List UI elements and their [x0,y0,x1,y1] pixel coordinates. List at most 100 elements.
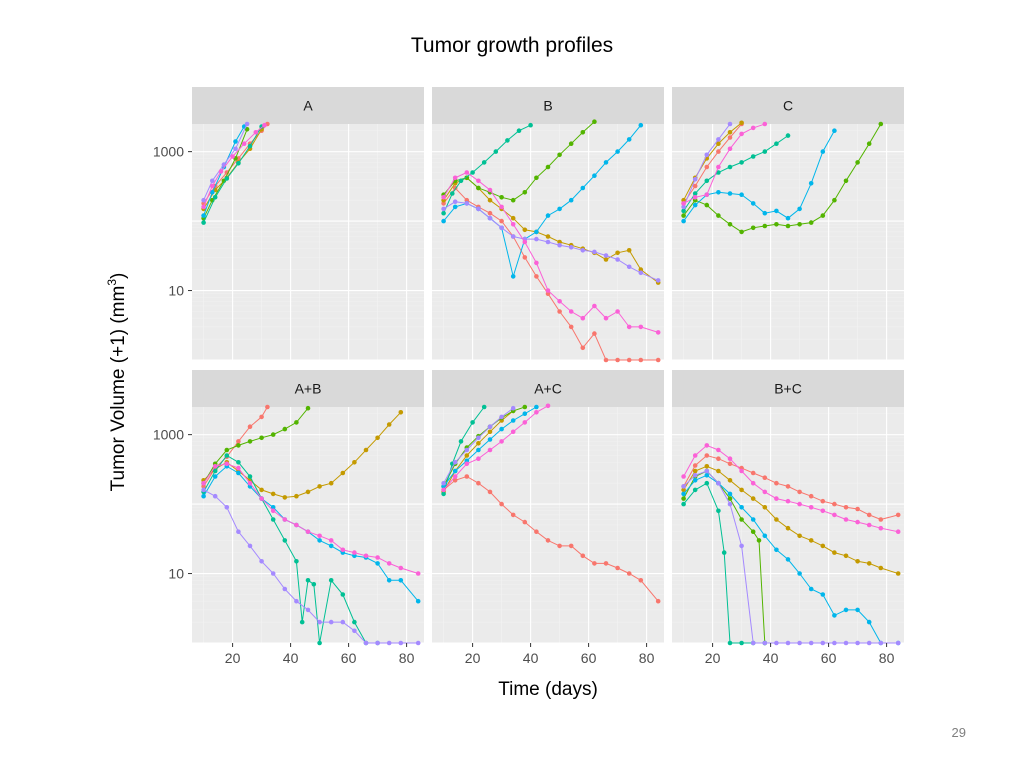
y-axis-title-superscript: 3 [105,279,119,286]
data-point [522,190,528,195]
data-point [797,501,802,507]
data-point [820,543,826,549]
data-point [487,187,493,193]
x-tick-label: 60 [341,650,357,666]
data-point [510,429,516,435]
data-point [534,410,539,415]
facet-strip [672,87,904,124]
data-point [681,484,686,489]
data-point [487,197,493,203]
y-tick-label: 10 [168,283,184,299]
data-point [317,484,322,489]
data-point [452,460,458,465]
data-point [294,493,299,499]
data-point [328,538,334,543]
data-point [270,491,276,497]
facet-strip-label: A [303,98,313,114]
data-point [762,640,768,646]
data-point [317,533,322,539]
data-point [603,561,609,566]
data-point [681,487,686,493]
data-point [615,565,620,571]
data-point [727,461,733,467]
data-point [305,489,311,495]
data-point [832,501,837,507]
data-point [363,447,369,453]
data-point [476,185,481,191]
data-point [522,255,528,260]
data-point [785,498,791,504]
data-point [259,487,264,493]
data-point [580,130,586,135]
data-point [615,309,620,314]
data-point [750,517,756,522]
data-point [820,640,826,646]
series-line [683,123,882,233]
data-point [441,491,446,497]
data-point [716,456,721,462]
x-tick-label: 40 [283,650,299,666]
data-point [739,543,744,549]
data-point [458,439,464,444]
data-point [855,607,860,613]
data-point [692,177,698,182]
data-point [528,122,533,128]
data-point [352,619,357,625]
data-point [499,195,504,200]
data-point [866,619,872,625]
data-point [522,404,528,410]
data-point [716,149,721,154]
data-point [487,210,493,216]
data-point [704,473,710,478]
data-point [259,496,264,501]
data-point [808,505,814,510]
data-point [721,550,727,555]
data-point [328,543,334,549]
data-point [785,215,791,221]
data-point [866,141,872,146]
data-point [832,512,837,518]
data-point [499,218,504,224]
data-point [270,508,276,514]
data-point [499,501,504,507]
data-point [499,225,504,231]
data-point [557,309,562,314]
data-point [236,470,241,476]
facet-a-plus-b: A+B 10 1000 20 40 60 80 [153,370,424,666]
data-point [415,640,421,646]
data-point [866,522,872,528]
data-point [441,206,446,212]
data-point [398,578,404,583]
data-point [534,260,539,266]
data-point [855,506,860,512]
data-point [615,357,620,363]
data-point [626,357,632,363]
data-point [895,571,901,576]
data-point [510,418,516,423]
data-point [797,206,802,212]
data-point [626,137,632,142]
data-point [716,164,721,170]
series-line [203,411,402,498]
data-point [774,222,779,227]
data-point [201,480,206,486]
data-point [750,529,756,534]
data-point [441,218,446,224]
x-tick-label: 20 [705,650,721,666]
data-point [785,557,791,562]
data-point [244,127,250,132]
data-point [692,478,698,483]
data-point [470,420,475,425]
data-point [808,640,814,646]
data-point [820,592,826,597]
data-point [895,640,901,646]
data-point [294,598,299,604]
data-point [247,480,253,486]
data-point [441,480,446,486]
data-point [452,204,458,210]
data-point [212,464,218,469]
data-point [580,185,586,191]
data-point [534,404,539,410]
data-point [692,183,698,189]
page-number: 29 [951,725,966,740]
